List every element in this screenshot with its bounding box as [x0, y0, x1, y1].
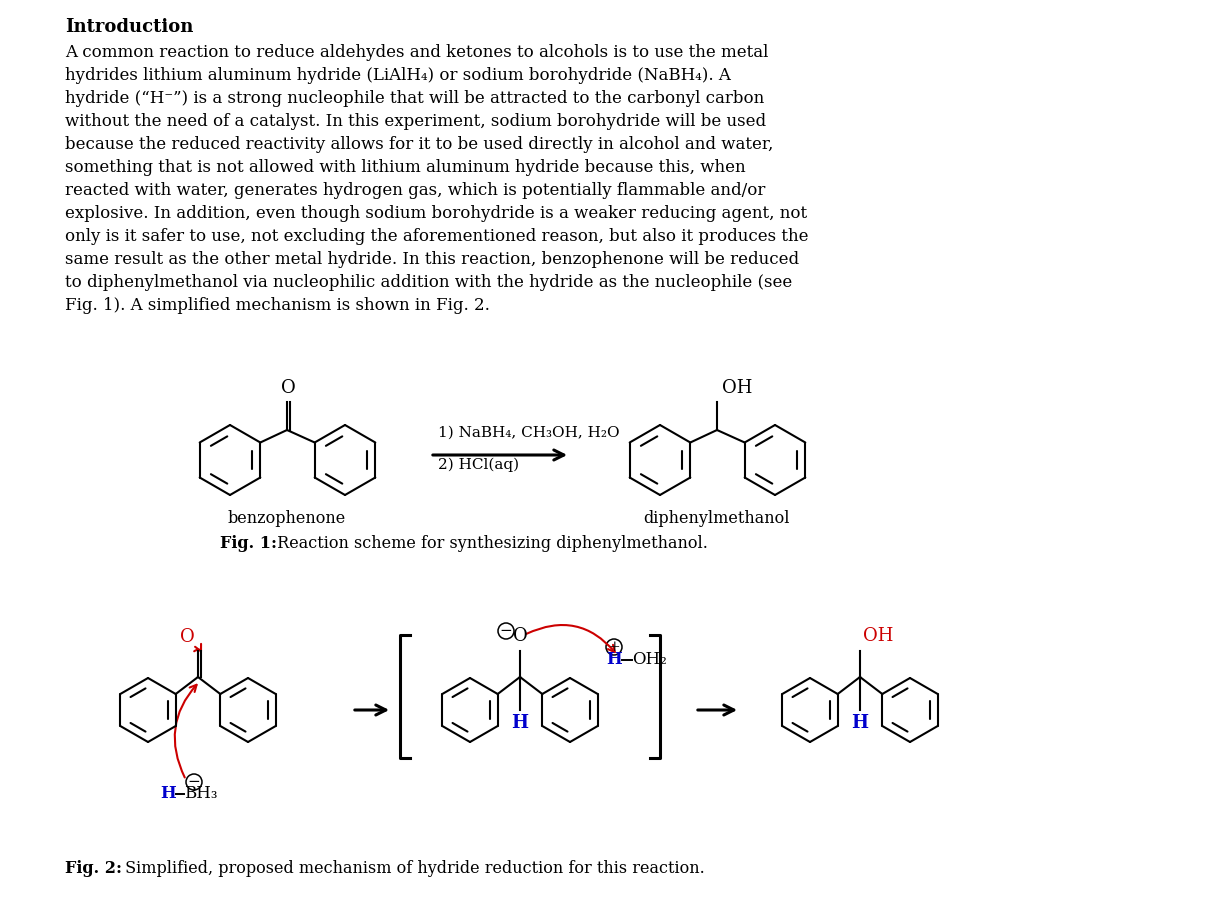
Text: OH: OH: [863, 627, 893, 645]
Text: BH₃: BH₃: [184, 785, 218, 803]
Text: something that is not allowed with lithium aluminum hydride because this, when: something that is not allowed with lithi…: [65, 159, 745, 176]
Text: −: −: [500, 624, 512, 638]
FancyArrowPatch shape: [194, 644, 201, 651]
Text: H: H: [512, 714, 529, 732]
Text: OH: OH: [722, 379, 753, 397]
Text: Fig. 1). A simplified mechanism is shown in Fig. 2.: Fig. 1). A simplified mechanism is shown…: [65, 297, 490, 314]
Text: reacted with water, generates hydrogen gas, which is potentially flammable and/o: reacted with water, generates hydrogen g…: [65, 182, 766, 199]
Text: H: H: [606, 651, 622, 668]
Text: hydrides lithium aluminum hydride (LiAlH₄) or sodium borohydride (NaBH₄). A: hydrides lithium aluminum hydride (LiAlH…: [65, 67, 731, 84]
Text: to diphenylmethanol via nucleophilic addition with the hydride as the nucleophil: to diphenylmethanol via nucleophilic add…: [65, 274, 793, 291]
Text: O: O: [281, 379, 295, 397]
Text: A common reaction to reduce aldehydes and ketones to alcohols is to use the meta: A common reaction to reduce aldehydes an…: [65, 44, 768, 61]
Text: O: O: [180, 628, 195, 646]
FancyArrowPatch shape: [174, 685, 196, 777]
Text: 1) NaBH₄, CH₃OH, H₂O: 1) NaBH₄, CH₃OH, H₂O: [438, 426, 620, 440]
Text: Fig. 1:: Fig. 1:: [220, 535, 277, 552]
Text: hydride (“H⁻”) is a strong nucleophile that will be attracted to the carbonyl ca: hydride (“H⁻”) is a strong nucleophile t…: [65, 90, 765, 107]
Text: Fig. 2:: Fig. 2:: [65, 860, 122, 877]
Text: O: O: [513, 627, 528, 645]
Text: same result as the other metal hydride. In this reaction, benzophenone will be r: same result as the other metal hydride. …: [65, 251, 799, 268]
FancyArrowPatch shape: [526, 625, 615, 652]
Text: Introduction: Introduction: [65, 18, 194, 36]
Text: Reaction scheme for synthesizing diphenylmethanol.: Reaction scheme for synthesizing dipheny…: [272, 535, 708, 552]
Text: explosive. In addition, even though sodium borohydride is a weaker reducing agen: explosive. In addition, even though sodi…: [65, 205, 807, 222]
Text: diphenylmethanol: diphenylmethanol: [644, 510, 790, 527]
Text: because the reduced reactivity allows for it to be used directly in alcohol and : because the reduced reactivity allows fo…: [65, 136, 773, 153]
Text: only is it safer to use, not excluding the aforementioned reason, but also it pr: only is it safer to use, not excluding t…: [65, 228, 808, 245]
Text: OH₂: OH₂: [632, 651, 667, 668]
Text: H: H: [852, 714, 869, 732]
Text: H: H: [160, 785, 175, 803]
Text: −: −: [188, 775, 201, 789]
Text: +: +: [609, 640, 620, 654]
Text: Simplified, proposed mechanism of hydride reduction for this reaction.: Simplified, proposed mechanism of hydrid…: [120, 860, 704, 877]
Text: without the need of a catalyst. In this experiment, sodium borohydride will be u: without the need of a catalyst. In this …: [65, 113, 766, 130]
Text: 2) HCl(aq): 2) HCl(aq): [438, 458, 519, 472]
Text: benzophenone: benzophenone: [227, 510, 346, 527]
